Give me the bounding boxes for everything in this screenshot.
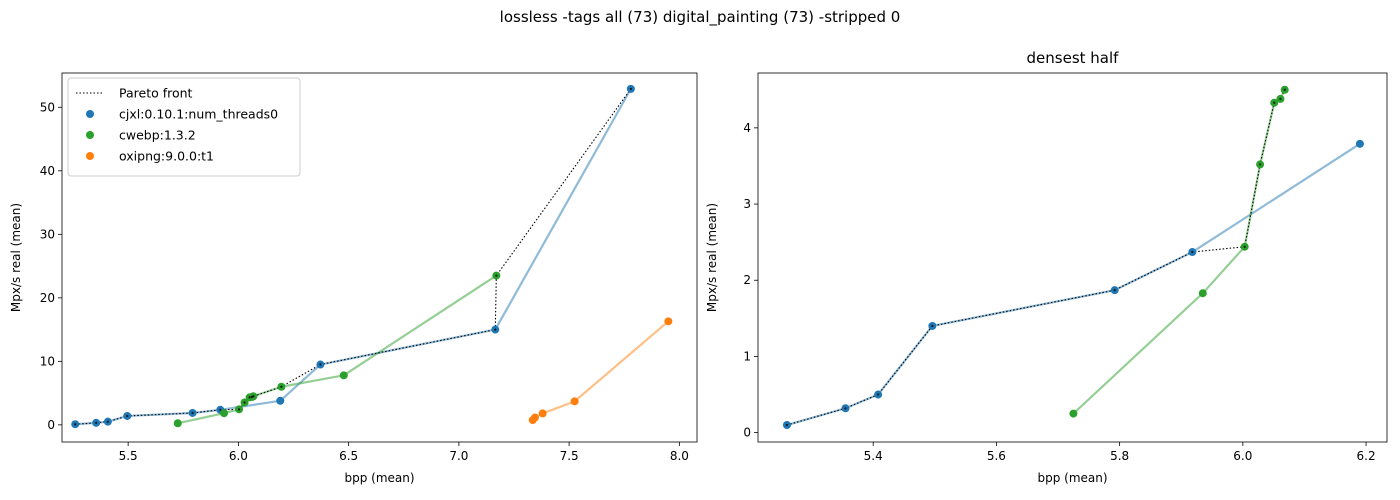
y-axis-label: Mpx/s real (mean) xyxy=(9,203,23,312)
y-tick-label: 1 xyxy=(743,349,751,363)
pareto-point xyxy=(219,408,222,411)
plot-area xyxy=(71,84,673,429)
data-point-cjxl-0-10-1-num-threads0 xyxy=(276,396,285,405)
x-tick-label: 8.0 xyxy=(670,449,689,463)
data-point-cwebp-1-3-2 xyxy=(220,409,229,418)
legend: Pareto front cjxl:0.10.1:num_threads0cweb… xyxy=(67,77,301,177)
y-tick-label: 0 xyxy=(47,418,55,432)
pareto-point xyxy=(191,411,194,415)
x-tick-label: 6.0 xyxy=(1233,449,1252,463)
x-tick-label: 6.2 xyxy=(1357,449,1376,463)
series-line-cjxl-0-10-1-num-threads0 xyxy=(786,142,1361,427)
legend-swatch-cwebp-1-3-2 xyxy=(86,131,94,139)
legend-label: oxipng:9.0.0:t1 xyxy=(119,149,214,164)
y-tick-label: 30 xyxy=(40,227,55,241)
pareto-point xyxy=(785,423,789,427)
x-axis-label: bpp (mean) xyxy=(1037,471,1107,485)
pareto-point xyxy=(844,407,847,410)
pareto-point xyxy=(495,274,498,277)
y-tick-label: 20 xyxy=(40,291,55,305)
pareto-point xyxy=(877,393,880,396)
pareto-front-line xyxy=(786,89,1286,426)
x-tick-label: 7.0 xyxy=(449,449,468,463)
pareto-point xyxy=(95,421,98,424)
plot-panel-2: densest half 5.4 5.6 5.8 6.0 6.2 0 1 2 3 4 bpp (mea… xyxy=(705,49,1388,485)
pareto-point xyxy=(319,363,322,366)
pareto-point xyxy=(1279,97,1282,101)
pareto-point xyxy=(1258,163,1262,166)
plot-panel-1: 5.5 6.0 6.5 7.0 7.5 8.0 0 10 20 30 40 50 bpp (mean) M… xyxy=(9,72,698,485)
y-tick-label: 10 xyxy=(40,354,55,368)
x-tick-label: 6.5 xyxy=(339,449,358,463)
axes-frame xyxy=(757,72,1388,443)
pareto-point xyxy=(248,396,251,399)
data-point-oxipng-9-0-0-t1 xyxy=(530,413,539,422)
x-tick-label: 7.5 xyxy=(560,449,579,463)
data-point-oxipng-9-0-0-t1 xyxy=(570,397,579,406)
data-point-cwebp-1-3-2 xyxy=(1069,409,1078,418)
series-line-cwebp-1-3-2 xyxy=(1072,89,1286,415)
y-tick-label: 40 xyxy=(40,164,55,178)
legend-label: cjxl:0.10.1:num_threads0 xyxy=(119,107,278,122)
legend-label: Pareto front xyxy=(119,86,193,101)
series-line-cjxl-0-10-1-num-threads0 xyxy=(75,88,632,426)
plot-area xyxy=(782,85,1364,430)
axes-frame xyxy=(61,72,698,443)
x-tick-label: 5.6 xyxy=(987,449,1006,463)
data-point-cwebp-1-3-2 xyxy=(339,371,348,380)
pareto-front-line xyxy=(75,88,632,425)
pareto-point xyxy=(1273,101,1276,104)
x-axis-label: bpp (mean) xyxy=(344,471,414,485)
pareto-point xyxy=(1283,88,1286,91)
legend-swatch-oxipng-9-0-0-t1 xyxy=(86,152,94,160)
x-tick-label: 6.0 xyxy=(229,449,248,463)
pareto-point xyxy=(494,328,497,331)
legend-frame xyxy=(67,77,301,177)
pareto-point xyxy=(252,395,255,398)
legend-swatch-cjxl-0-10-1-num-threads0 xyxy=(86,110,94,118)
pareto-point xyxy=(126,414,129,418)
pareto-point xyxy=(1243,245,1246,248)
y-tick-label: 3 xyxy=(743,197,751,211)
x-tick-label: 5.4 xyxy=(864,449,883,463)
y-tick-label: 50 xyxy=(40,100,55,114)
legend-label: cwebp:1.3.2 xyxy=(119,128,196,143)
pareto-point xyxy=(1191,250,1194,254)
data-point-cwebp-1-3-2 xyxy=(1198,289,1207,298)
data-point-cwebp-1-3-2 xyxy=(173,419,182,428)
pareto-point xyxy=(280,385,283,388)
pareto-point xyxy=(243,401,246,404)
pareto-point xyxy=(931,324,934,328)
y-axis-label: Mpx/s real (mean) xyxy=(705,203,719,312)
y-tick-label: 2 xyxy=(743,273,751,287)
axes-title: densest half xyxy=(1027,49,1120,67)
pareto-point xyxy=(106,420,109,423)
x-tick-label: 5.5 xyxy=(119,449,138,463)
pareto-point xyxy=(74,423,77,426)
data-point-oxipng-9-0-0-t1 xyxy=(664,317,673,326)
y-tick-label: 4 xyxy=(743,121,751,135)
data-point-oxipng-9-0-0-t1 xyxy=(538,409,547,418)
pareto-point xyxy=(1113,289,1116,292)
data-point-cjxl-0-10-1-num-threads0 xyxy=(1355,139,1364,148)
figure-title: lossless -tags all (73) digital_painting… xyxy=(499,8,901,26)
pareto-point xyxy=(629,87,632,90)
x-tick-label: 5.8 xyxy=(1110,449,1129,463)
pareto-point xyxy=(237,408,241,411)
y-tick-label: 0 xyxy=(743,426,751,440)
